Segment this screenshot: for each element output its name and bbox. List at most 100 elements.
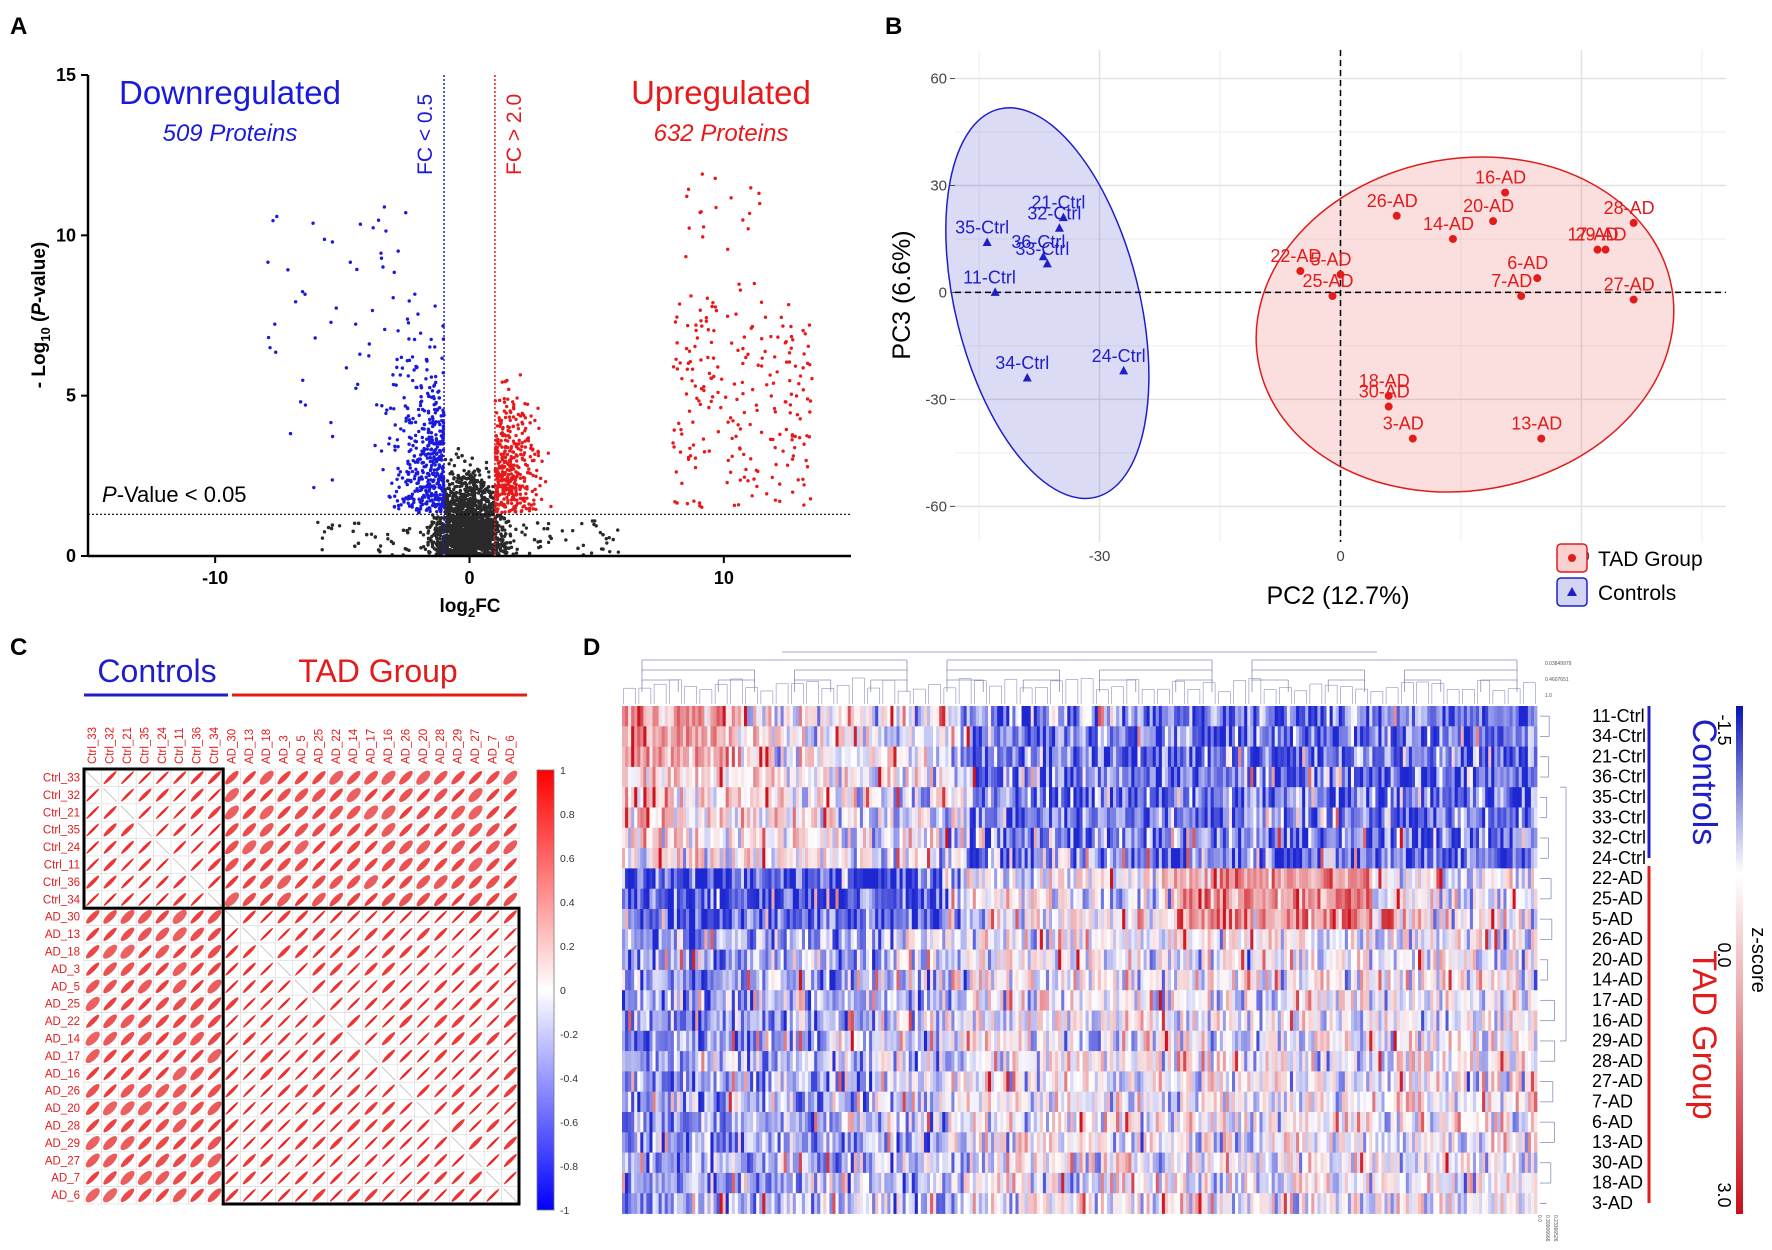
volcano-point-up (781, 449, 785, 453)
volcano-point-up (787, 360, 792, 364)
volcano-point-ns (605, 541, 609, 545)
volcano-point-down (436, 472, 440, 477)
volcano-point-up (756, 363, 760, 367)
volcano-point-up (510, 477, 514, 482)
volcano-point-up (518, 492, 523, 496)
volcano-point-down (303, 292, 307, 296)
volcano-point-up (495, 509, 499, 514)
volcano-point-ns (507, 546, 511, 550)
volcano-point-up (791, 454, 796, 458)
volcano-point-up (746, 352, 750, 357)
volcano-point-down (427, 489, 431, 493)
volcano-point-ns (450, 481, 455, 486)
volcano-point-down (400, 366, 405, 370)
volcano-point-down (393, 444, 397, 449)
volcano-point-down (408, 462, 412, 467)
pca-control-label: 33-Ctrl (1015, 239, 1069, 259)
volcano-point-up (716, 430, 721, 434)
upregulated-count: 632 Proteins (654, 120, 789, 147)
volcano-point-up (765, 492, 769, 496)
volcano-point-up (495, 489, 500, 493)
volcano-point-up (757, 191, 761, 196)
volcano-point-down (416, 481, 420, 485)
volcano-point-ns (436, 521, 440, 525)
volcano-point-down (420, 449, 424, 453)
volcano-point-ns (452, 528, 456, 532)
volcano-point-down (426, 443, 431, 448)
volcano-point-up (785, 463, 790, 467)
volcano-point-ns (608, 549, 612, 554)
volcano-point-ns (446, 486, 450, 490)
pca-y-tick-label: 60 (930, 71, 947, 88)
volcano-point-up (749, 186, 753, 190)
volcano-point-up (511, 415, 516, 419)
volcano-point-down (348, 260, 353, 264)
volcano-point-down (407, 418, 412, 422)
volcano-point-ns (463, 532, 467, 537)
volcano-point-up (789, 324, 793, 329)
volcano-point-up (707, 449, 712, 453)
volcano-point-down (395, 499, 400, 503)
volcano-point-down (413, 433, 418, 438)
volcano-point-up (540, 459, 544, 463)
volcano-point-up (738, 446, 742, 450)
volcano-point-up (507, 415, 512, 419)
volcano-point-up (698, 308, 702, 312)
volcano-point-ns (483, 508, 488, 512)
volcano-point-ns (463, 481, 468, 485)
volcano-point-ns (444, 527, 449, 532)
volcano-point-down (440, 454, 444, 458)
volcano-point-ns (508, 540, 513, 545)
volcano-point-down (429, 466, 433, 471)
volcano-point-down (266, 335, 271, 340)
volcano-point-ns (407, 548, 411, 553)
fc-low-label: FC < 0.5 (414, 94, 437, 175)
volcano-point-up (671, 365, 676, 369)
volcano-point-up (515, 444, 519, 448)
volcano-point-up (531, 507, 535, 511)
volcano-point-ns (445, 544, 450, 548)
volcano-point-up (505, 487, 509, 491)
volcano-point-ns (453, 531, 457, 535)
volcano-point-up (519, 452, 523, 457)
volcano-point-up (546, 451, 551, 455)
volcano-point-up (533, 487, 537, 492)
volcano-point-down (385, 408, 389, 412)
volcano-point-up (674, 357, 678, 361)
volcano-point-ns (514, 527, 518, 532)
volcano-point-up (802, 483, 806, 487)
volcano-point-ns (386, 537, 390, 541)
volcano-point-ns (461, 522, 466, 526)
volcano-point-up (790, 438, 794, 442)
volcano-point-up (749, 457, 753, 461)
volcano-point-down (388, 406, 393, 410)
volcano-point-down (312, 485, 316, 490)
volcano-point-ns (460, 454, 464, 458)
volcano-point-up (709, 376, 713, 380)
volcano-point-up (531, 473, 535, 478)
volcano-point-up (710, 395, 715, 399)
pca-tad-label: 3-AD (1383, 414, 1424, 434)
volcano-point-down (439, 472, 444, 476)
volcano-point-down (392, 504, 397, 509)
volcano-point-down (293, 300, 298, 304)
volcano-point-down (303, 403, 308, 407)
volcano-point-up (520, 457, 525, 462)
volcano-point-ns (592, 522, 596, 527)
volcano-point-up (525, 496, 529, 500)
volcano-point-up (700, 324, 704, 328)
volcano-point-ns (454, 452, 459, 456)
volcano-point-down (429, 337, 433, 342)
pca-tad-label: 25-AD (1302, 271, 1353, 291)
volcano-point-down (406, 414, 411, 418)
volcano-point-ns (488, 545, 492, 549)
volcano-point-ns (452, 463, 457, 468)
pca-tad-label: 28-AD (1604, 198, 1655, 218)
volcano-point-up (520, 441, 524, 445)
volcano-point-ns (439, 529, 443, 533)
volcano-point-up (506, 439, 510, 443)
volcano-point-down (379, 449, 384, 453)
volcano-point-down (383, 327, 387, 332)
volcano-point-up (506, 397, 510, 401)
